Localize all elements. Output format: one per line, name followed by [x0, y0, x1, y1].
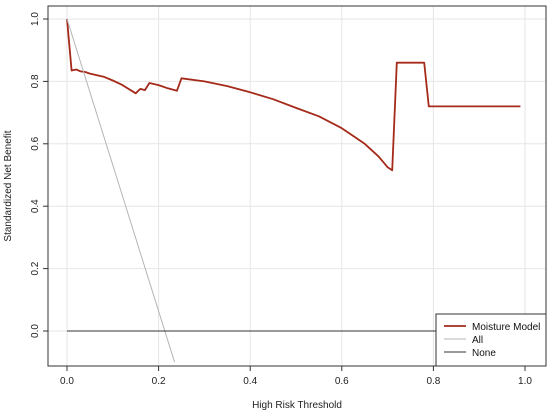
x-tick-label: 0.8 [426, 376, 440, 387]
y-axis-title: Standardized Net Benefit [3, 130, 14, 241]
y-axis: 0.0 0.2 0.4 0.6 0.8 1.0 [30, 12, 49, 338]
series-layer [66, 18, 521, 363]
y-tick-label: 0.2 [30, 261, 41, 275]
y-tick-label: 0.0 [30, 324, 41, 338]
y-tick-label: 0.6 [30, 136, 41, 150]
legend-label-none: None [472, 348, 496, 359]
y-tick-label: 0.4 [30, 199, 41, 213]
series-line-all [66, 18, 176, 363]
x-axis-title: High Risk Threshold [252, 400, 342, 411]
x-tick-label: 0.6 [335, 376, 349, 387]
legend-label-all: All [472, 335, 483, 346]
series-line-moisture-model [66, 18, 521, 172]
legend-label-moisture-model: Moisture Model [472, 322, 540, 333]
x-axis: 0.0 0.2 0.4 0.6 0.8 1.0 [60, 365, 532, 387]
x-tick-label: 0.4 [243, 376, 257, 387]
legend-box [435, 313, 547, 367]
grid [48, 6, 546, 366]
x-tick-label: 0.0 [60, 376, 74, 387]
y-tick-label: 1.0 [30, 12, 41, 26]
plot-frame [47, 5, 547, 367]
legend: Moisture Model All None [435, 313, 547, 367]
x-tick-label: 1.0 [518, 376, 532, 387]
x-tick-label: 0.2 [152, 376, 166, 387]
y-tick-label: 0.8 [30, 74, 41, 88]
